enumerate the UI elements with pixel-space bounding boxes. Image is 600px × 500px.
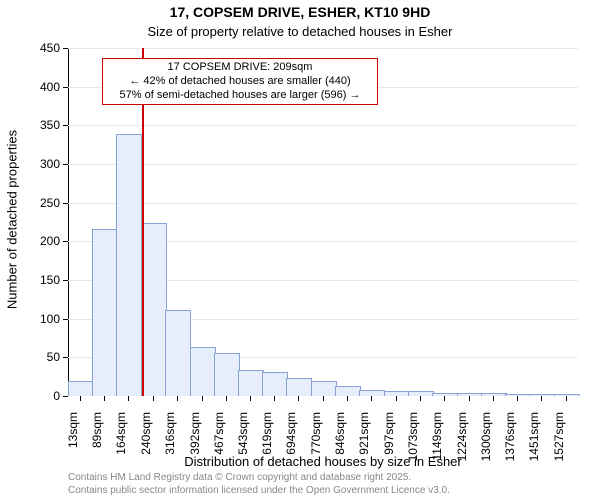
x-tick [274,396,275,401]
histogram-bar [457,393,483,396]
annotation-line-3: 57% of semi-detached houses are larger (… [107,89,373,103]
x-tick [420,396,421,401]
gridline [68,203,578,204]
gridline [68,125,578,126]
x-tick [323,396,324,401]
histogram-bar [190,347,216,396]
histogram-bar [238,370,264,396]
gridline [68,164,578,165]
x-tick [250,396,251,401]
x-tick [517,396,518,401]
histogram-bar [311,381,337,396]
x-tick [80,396,81,401]
y-axis-line [68,48,69,396]
y-axis-title: Number of detached properties [5,120,20,320]
histogram-bar [432,393,458,396]
y-tick [63,241,68,242]
histogram-bar [554,394,580,396]
x-tick [128,396,129,401]
y-tick-label: 200 [28,234,60,248]
y-tick-label: 50 [28,350,60,364]
x-axis-title: Distribution of detached houses by size … [68,454,578,469]
y-tick [63,164,68,165]
attribution-line-1: Contains HM Land Registry data © Crown c… [68,472,450,485]
x-tick [226,396,227,401]
x-tick [177,396,178,401]
histogram-bar [408,391,434,396]
x-tick [493,396,494,401]
x-tick [566,396,567,401]
y-tick [63,48,68,49]
histogram-bar [529,394,555,396]
y-tick [63,396,68,397]
y-tick [63,357,68,358]
histogram-bar [481,393,507,396]
histogram-bar [92,229,118,396]
annotation-line-1: 17 COPSEM DRIVE: 209sqm [107,61,373,75]
x-tick [347,396,348,401]
plot-area: 05010015020025030035040045013sqm89sqm164… [68,48,578,396]
y-tick-label: 100 [28,312,60,326]
x-tick [104,396,105,401]
y-tick-label: 300 [28,157,60,171]
y-tick [63,319,68,320]
histogram-bar [214,353,240,396]
histogram-bar [68,381,94,396]
chart-title: 17, COPSEM DRIVE, ESHER, KT10 9HD [0,4,600,20]
annotation-box: 17 COPSEM DRIVE: 209sqm← 42% of detached… [102,58,378,105]
y-tick-label: 400 [28,80,60,94]
y-tick [63,87,68,88]
histogram-bar [335,386,361,396]
histogram-bar [141,223,167,396]
histogram-bar [116,134,142,396]
histogram-bar [505,394,531,396]
attribution: Contains HM Land Registry data © Crown c… [68,472,450,497]
histogram-bar [384,391,410,396]
x-tick [202,396,203,401]
y-tick-label: 0 [28,389,60,403]
x-tick [371,396,372,401]
histogram-bar [165,310,191,396]
histogram-bar [262,372,288,396]
chart-container: { "title": "17, COPSEM DRIVE, ESHER, KT1… [0,0,600,500]
x-tick [541,396,542,401]
y-tick [63,203,68,204]
y-tick [63,125,68,126]
gridline [68,48,578,49]
y-tick-label: 350 [28,118,60,132]
histogram-bar [359,390,385,396]
attribution-line-2: Contains public sector information licen… [68,485,450,498]
histogram-bar [286,378,312,396]
y-tick-label: 250 [28,196,60,210]
chart-subtitle: Size of property relative to detached ho… [0,24,600,39]
x-tick [444,396,445,401]
y-tick-label: 450 [28,41,60,55]
annotation-line-2: ← 42% of detached houses are smaller (44… [107,75,373,89]
y-tick [63,280,68,281]
x-tick [469,396,470,401]
x-tick [153,396,154,401]
x-tick [298,396,299,401]
y-tick-label: 150 [28,273,60,287]
x-tick [396,396,397,401]
